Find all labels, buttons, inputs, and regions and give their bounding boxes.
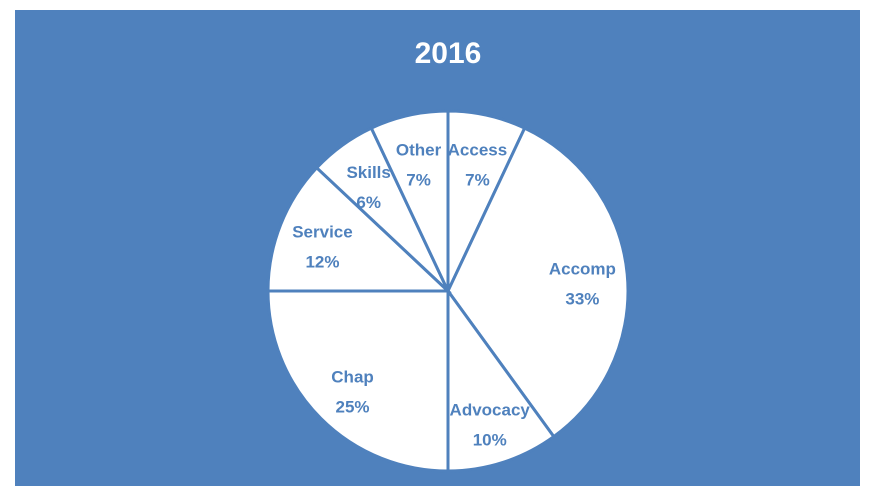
data-label: Access 7% — [448, 140, 508, 189]
data-label-name: Access — [448, 140, 508, 159]
data-label-value: 7% — [465, 170, 490, 189]
data-label-value: 6% — [356, 193, 381, 212]
data-label-name: Chap — [331, 367, 374, 386]
data-label-value: 12% — [305, 252, 339, 271]
data-label: Skills 6% — [346, 163, 390, 212]
data-label-value: 33% — [565, 289, 599, 308]
data-label-value: 25% — [336, 397, 370, 416]
pie-slice — [369, 109, 450, 292]
data-label: Accomp 33% — [549, 259, 616, 308]
data-label-name: Service — [292, 222, 353, 241]
data-label-value: 10% — [473, 430, 507, 449]
chart-title: 2016 — [415, 37, 482, 70]
data-label: Other 7% — [396, 140, 442, 189]
data-label: Chap 25% — [331, 367, 374, 416]
pie-slice — [266, 289, 450, 473]
data-label: Advocacy 10% — [450, 400, 531, 449]
data-label: Service 12% — [292, 222, 353, 271]
pie-slice — [446, 126, 630, 439]
data-label-value: 7% — [406, 170, 431, 189]
data-label-name: Other — [396, 140, 442, 159]
data-label-name: Accomp — [549, 259, 616, 278]
pie-slice — [266, 165, 452, 293]
pie-slice — [446, 286, 556, 473]
data-label-name: Advocacy — [450, 400, 531, 419]
data-label-name: Skills — [346, 163, 390, 182]
